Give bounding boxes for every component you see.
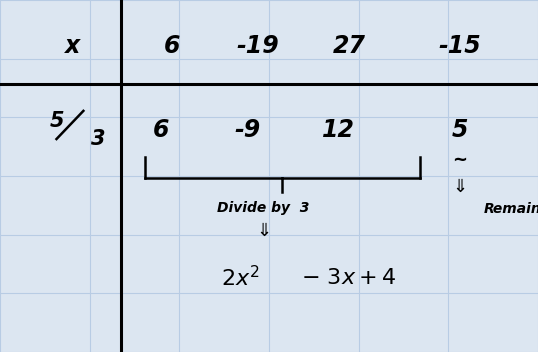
Text: 27: 27 xyxy=(333,34,366,58)
Text: 5: 5 xyxy=(50,112,65,131)
Text: ⇓: ⇓ xyxy=(256,221,271,240)
Text: 5: 5 xyxy=(452,118,468,142)
Text: ~: ~ xyxy=(452,151,468,169)
Text: -15: -15 xyxy=(438,34,482,58)
Text: 6: 6 xyxy=(153,118,169,142)
Text: 6: 6 xyxy=(164,34,180,58)
Text: ⇓: ⇓ xyxy=(452,177,468,196)
Text: Remainder: Remainder xyxy=(484,202,538,216)
Text: Divide by  3: Divide by 3 xyxy=(217,201,310,215)
Text: x: x xyxy=(65,34,80,58)
Text: -19: -19 xyxy=(237,34,280,58)
Text: -9: -9 xyxy=(235,118,260,142)
Text: $2x^{2}$: $2x^{2}$ xyxy=(221,265,259,291)
Text: 3: 3 xyxy=(91,129,106,149)
Text: $-\ 3x + 4$: $-\ 3x + 4$ xyxy=(301,268,397,288)
Text: 12: 12 xyxy=(322,118,356,142)
